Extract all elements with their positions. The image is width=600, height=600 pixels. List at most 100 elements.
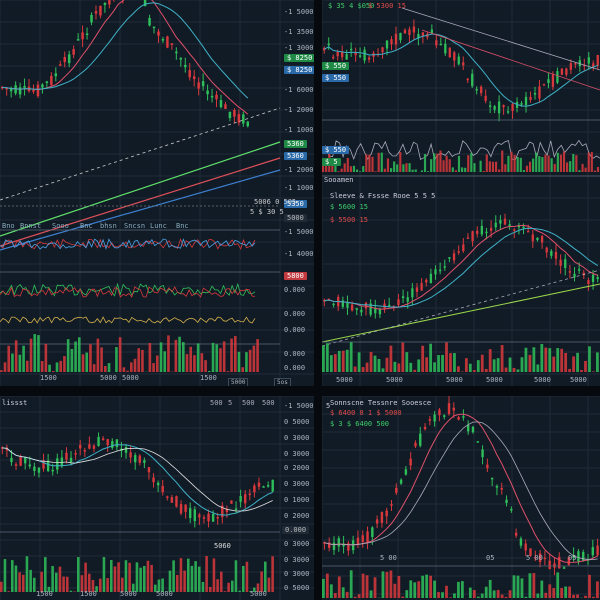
volume-bar xyxy=(504,164,507,172)
volume-bar xyxy=(337,171,340,172)
price-label: 0.000 xyxy=(284,350,306,358)
volume-bar xyxy=(361,573,365,598)
candle-body xyxy=(74,453,77,455)
toolbar-item[interactable]: Bnc xyxy=(176,222,189,230)
volume-bar xyxy=(524,347,528,372)
header-item[interactable]: 500 xyxy=(210,399,223,407)
volume-bar xyxy=(383,168,386,172)
candle-body xyxy=(366,531,369,543)
ma-line-red xyxy=(324,413,598,563)
volume-bar xyxy=(445,342,448,372)
volume-bar xyxy=(536,364,540,372)
volume-bar xyxy=(260,571,263,592)
header-item[interactable]: 500 xyxy=(262,399,275,407)
candle-body xyxy=(253,485,256,493)
candlestick-chart-bottom-right[interactable] xyxy=(322,396,600,600)
candle-body xyxy=(529,548,532,556)
candle-body xyxy=(462,244,465,252)
chart-panel-top-right[interactable]: $ 35 4 $050 $ 5300 15 $ 550 $ 550 $ 550 … xyxy=(322,0,600,386)
volume-bar xyxy=(559,154,563,172)
volume-bar xyxy=(584,360,587,372)
volume-bar xyxy=(524,596,528,598)
volume-bar xyxy=(333,354,337,372)
candle-body xyxy=(591,274,595,282)
header-item[interactable]: 5 xyxy=(228,399,233,407)
volume-bar xyxy=(468,587,472,598)
price-label: -1 1000 xyxy=(284,126,314,134)
volume-bar xyxy=(222,341,226,372)
volume-bar xyxy=(494,161,498,172)
volume-bar xyxy=(139,567,142,592)
candle-body xyxy=(380,511,384,523)
chart-panel-bottom-left[interactable]: lissst 500 5 500 500 -1 5000 0 5000 0 30… xyxy=(0,396,314,600)
candlestick-chart-top-left[interactable] xyxy=(0,0,314,386)
volume-bar xyxy=(55,572,58,592)
candle-body xyxy=(524,543,527,551)
toolbar-item[interactable]: Bnnst xyxy=(20,222,42,230)
toolbar-item[interactable]: bhsn xyxy=(100,222,117,230)
volume-bar xyxy=(393,161,396,172)
chart-panel-bottom-right[interactable]: Sonnscne Tessnre Sooesce $ 6400 8 1 $ 50… xyxy=(322,396,600,600)
volume-bar xyxy=(322,345,325,372)
chart-panel-top-left[interactable]: -1 5000 -1 3500 -1 3000 $ 8250 $ 8250 -1… xyxy=(0,0,314,386)
volume-bar xyxy=(3,559,7,592)
candle-body xyxy=(10,457,13,463)
candle-body xyxy=(462,416,465,418)
candle-body xyxy=(488,105,492,107)
candle-body xyxy=(443,415,446,417)
volume-bar xyxy=(453,353,456,372)
volume-bar xyxy=(329,584,333,598)
volume-bar xyxy=(212,558,216,592)
candlestick-chart-bottom-left[interactable] xyxy=(0,396,314,600)
candle-body xyxy=(574,63,577,65)
volume-bar xyxy=(341,350,345,372)
volume-bar xyxy=(473,163,476,172)
volume-bar xyxy=(337,576,341,598)
candle-body xyxy=(542,84,546,86)
candle-body xyxy=(50,75,53,85)
volume-bar xyxy=(25,556,29,592)
volume-bar xyxy=(448,159,451,172)
candle-body xyxy=(420,283,423,291)
header-item[interactable]: 500 xyxy=(242,399,255,407)
volume-bar xyxy=(352,165,356,172)
candle-body xyxy=(511,103,514,112)
toolbar-item[interactable]: Lunc xyxy=(150,222,167,230)
candle-body xyxy=(529,96,532,100)
volume-bar xyxy=(454,170,457,172)
candle-body xyxy=(23,85,26,88)
volume-bar xyxy=(365,154,368,172)
candle-body xyxy=(466,78,469,81)
volume-bar xyxy=(227,582,230,592)
volume-bar xyxy=(0,370,3,372)
candle-body xyxy=(197,82,200,89)
toolbar-item[interactable]: Sncsn xyxy=(124,222,146,230)
candle-body xyxy=(216,516,219,519)
volume-bar xyxy=(70,348,74,372)
toolbar-item[interactable]: Bnc xyxy=(80,222,93,230)
candle-body xyxy=(466,237,470,239)
candle-body xyxy=(375,519,379,524)
candle-body xyxy=(553,563,556,568)
timeframe-button[interactable]: 5os xyxy=(274,378,291,386)
volume-bar xyxy=(548,584,552,598)
candle-body xyxy=(18,87,22,95)
candle-body xyxy=(505,499,508,503)
volume-bar xyxy=(488,349,492,372)
volume-bar xyxy=(353,596,357,598)
volume-bar xyxy=(355,169,359,172)
toolbar-item[interactable]: Bno xyxy=(2,222,15,230)
candle-body xyxy=(363,49,366,61)
candle-body xyxy=(219,100,223,108)
volume-bar xyxy=(553,163,556,172)
candle-body xyxy=(59,64,62,66)
candlestick-chart-top-right[interactable] xyxy=(322,0,600,386)
toolbar-item[interactable]: Sooo xyxy=(52,222,69,230)
volume-bar xyxy=(187,558,190,592)
timeframe-button[interactable]: 5000 xyxy=(228,378,249,386)
candle-body xyxy=(547,79,550,84)
volume-bar xyxy=(22,574,25,592)
section-label: Sooamen xyxy=(324,176,354,184)
volume-bar xyxy=(587,152,590,172)
panel-header: lissst xyxy=(2,399,28,407)
